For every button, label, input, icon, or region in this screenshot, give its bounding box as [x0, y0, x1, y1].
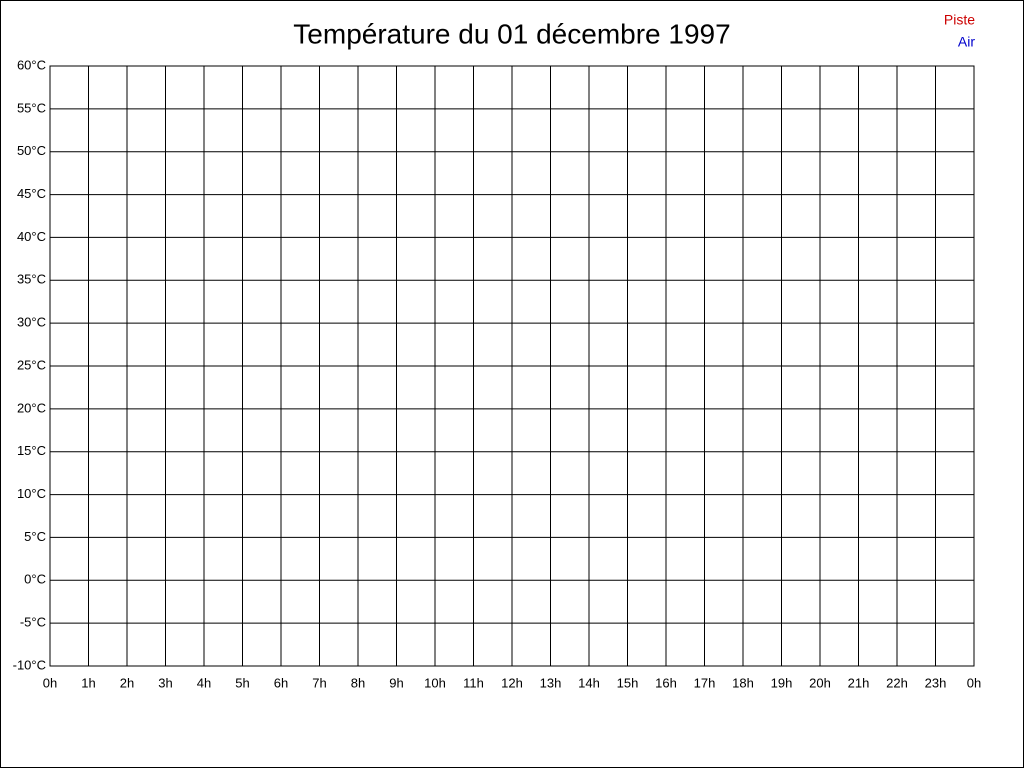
x-tick-label: 9h [389, 675, 403, 690]
x-tick-label: 2h [120, 675, 134, 690]
x-tick-label: 17h [694, 675, 716, 690]
y-tick-label: 50°C [17, 143, 46, 158]
y-tick-label: 40°C [17, 229, 46, 244]
legend-entry: Air [958, 34, 975, 50]
x-tick-label: 18h [732, 675, 754, 690]
y-tick-label: -5°C [20, 615, 46, 630]
x-tick-label: 10h [424, 675, 446, 690]
x-tick-label: 8h [351, 675, 365, 690]
x-tick-label: 11h [463, 675, 484, 690]
x-tick-label: 20h [809, 675, 831, 690]
x-tick-label: 13h [540, 675, 562, 690]
chart-title: Température du 01 décembre 1997 [293, 18, 730, 49]
x-tick-label: 0h [43, 675, 57, 690]
y-tick-label: 55°C [17, 100, 46, 115]
x-tick-label: 1h [81, 675, 95, 690]
x-tick-label: 3h [158, 675, 172, 690]
y-tick-label: 30°C [17, 315, 46, 330]
y-tick-label: 5°C [24, 529, 46, 544]
x-tick-label: 0h [967, 675, 981, 690]
x-tick-label: 4h [197, 675, 211, 690]
x-tick-label: 19h [771, 675, 793, 690]
x-tick-label: 6h [274, 675, 288, 690]
x-tick-label: 7h [312, 675, 326, 690]
y-tick-label: 20°C [17, 400, 46, 415]
y-tick-label: -10°C [13, 657, 46, 672]
y-tick-label: 25°C [17, 357, 46, 372]
y-tick-label: 60°C [17, 57, 46, 72]
x-tick-label: 23h [925, 675, 947, 690]
x-tick-label: 22h [886, 675, 908, 690]
y-tick-label: 15°C [17, 443, 46, 458]
y-tick-label: 10°C [17, 486, 46, 501]
x-tick-label: 21h [848, 675, 870, 690]
x-tick-label: 5h [235, 675, 249, 690]
legend-entry: Piste [944, 12, 975, 28]
y-tick-label: 0°C [24, 572, 46, 587]
y-tick-label: 45°C [17, 186, 46, 201]
x-tick-label: 12h [501, 675, 523, 690]
y-tick-label: 35°C [17, 272, 46, 287]
x-tick-label: 15h [617, 675, 639, 690]
x-tick-label: 14h [578, 675, 600, 690]
x-tick-label: 16h [655, 675, 677, 690]
